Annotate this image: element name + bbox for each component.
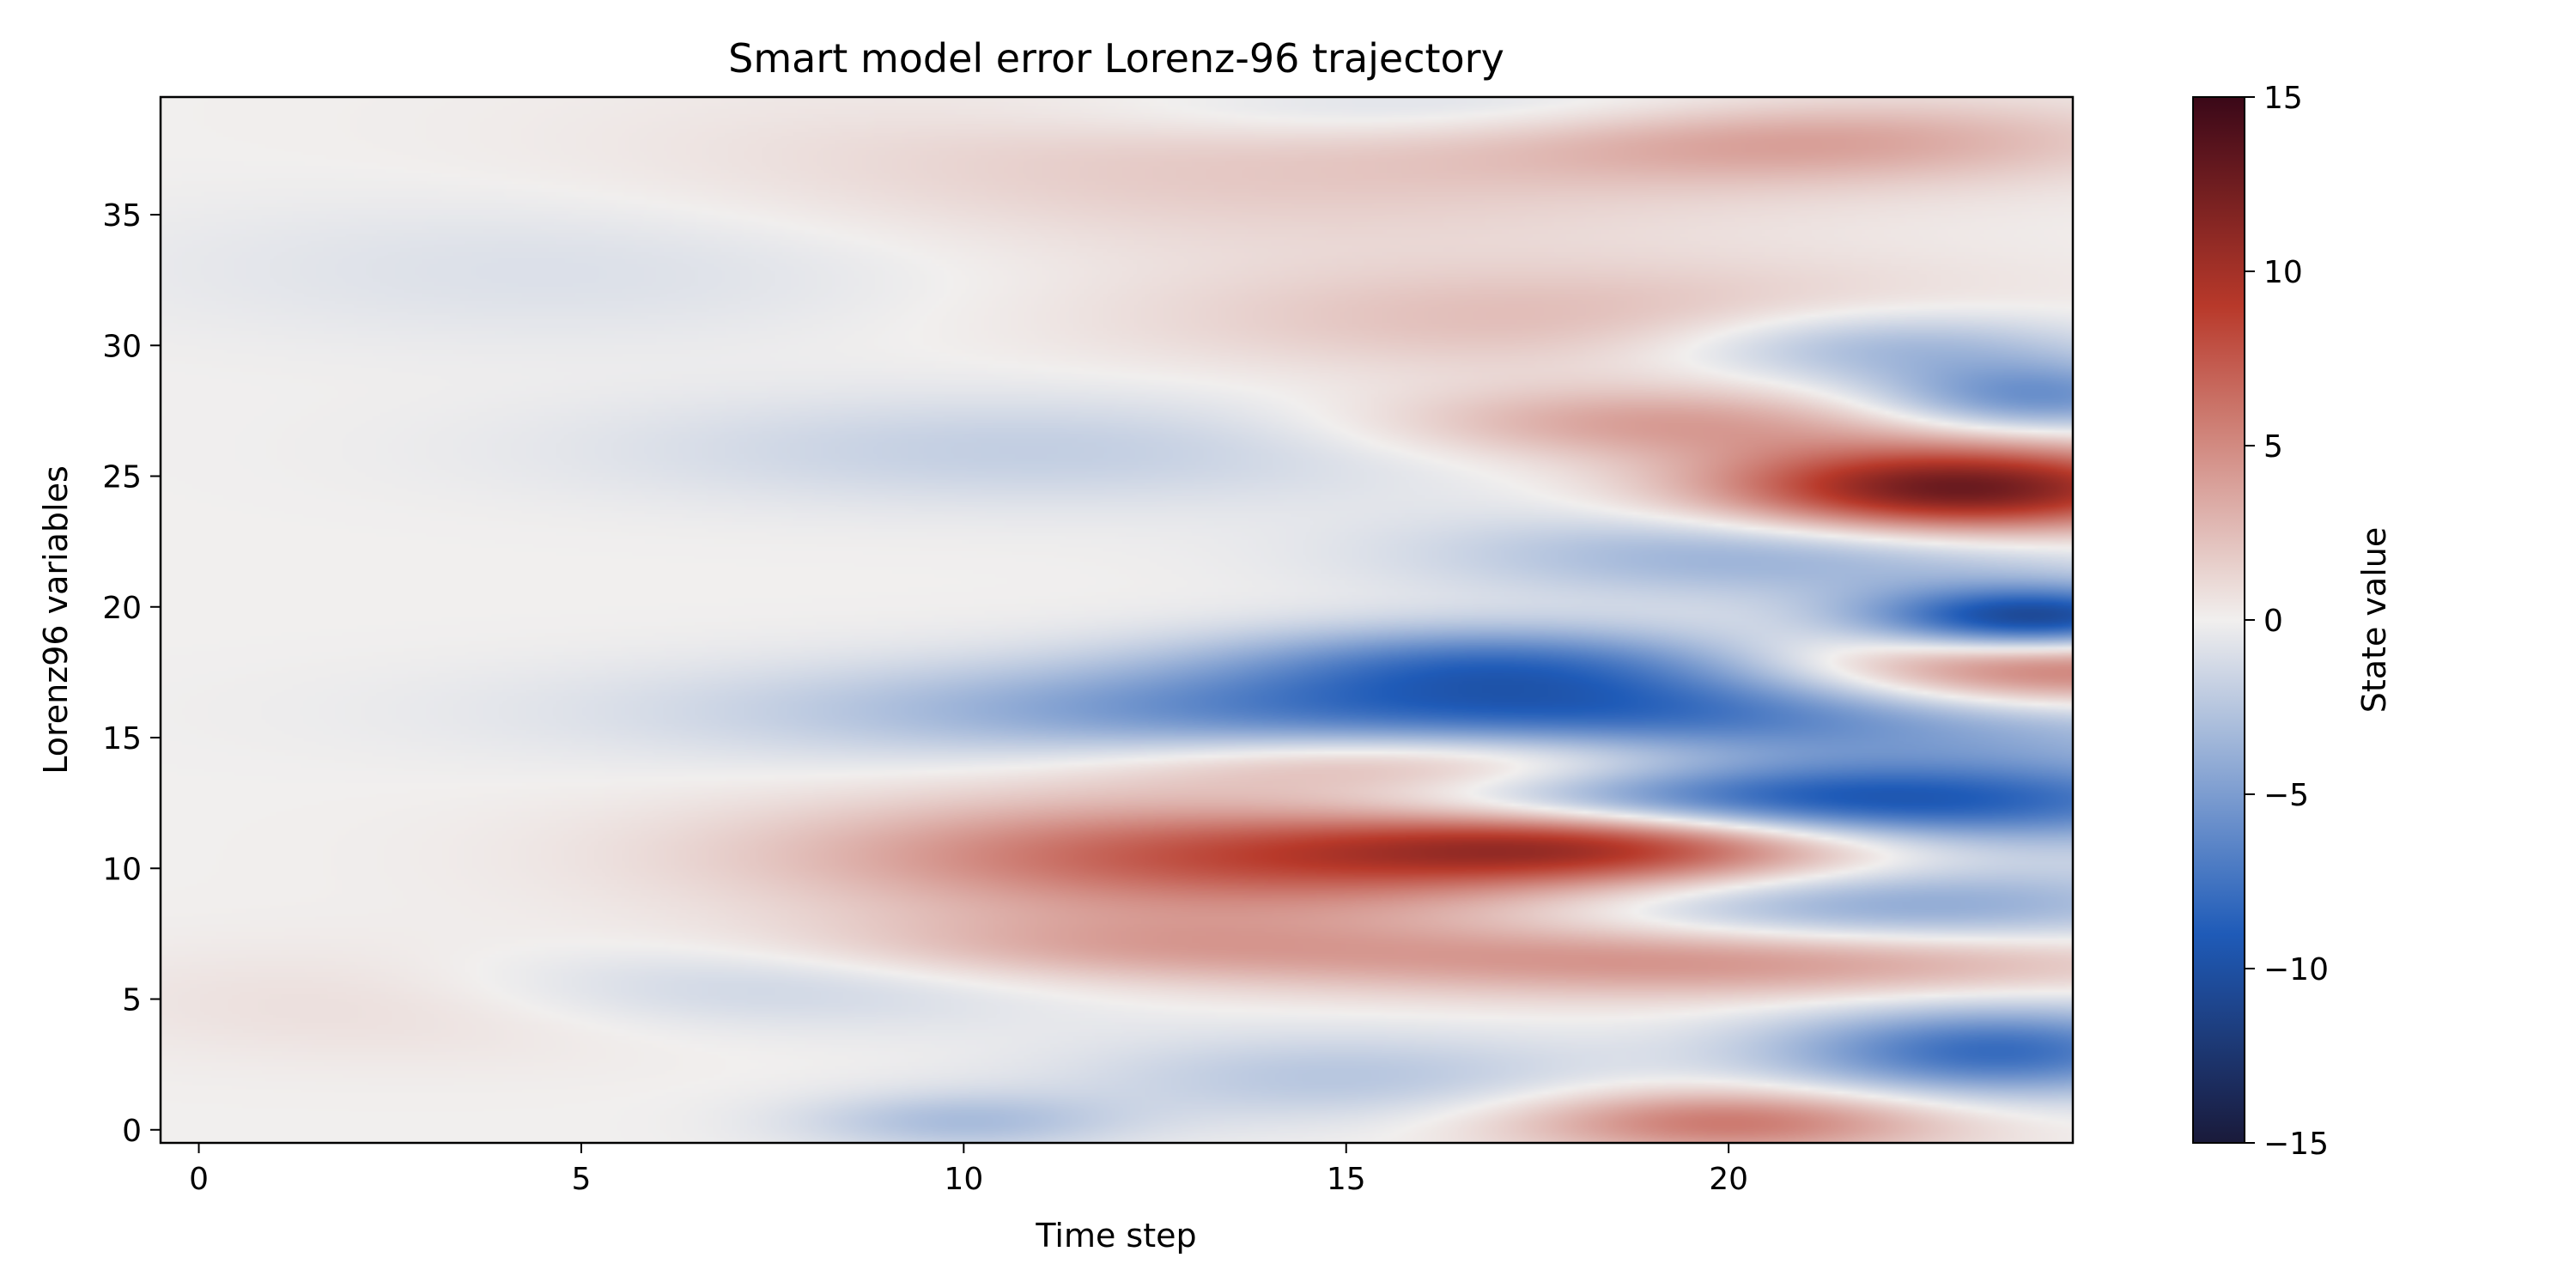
y-axis: 0 5 10 15 20 25 30 35: [102, 198, 161, 1149]
colorbar-tick-label: 0: [2263, 604, 2283, 639]
x-tick-label: 15: [1327, 1162, 1366, 1197]
colorbar-tick-label: −5: [2263, 778, 2309, 813]
y-tick-label: 35: [102, 198, 142, 234]
y-tick-label: 25: [102, 460, 142, 495]
heatmap-area: [161, 97, 2073, 1143]
y-tick-label: 10: [102, 852, 142, 887]
y-tick-label: 15: [102, 721, 142, 756]
x-axis-label: Time step: [1035, 1217, 1196, 1255]
colorbar-ticks: 15 10 5 0 −5 −10 −15: [2245, 81, 2329, 1162]
x-tick-label: 0: [189, 1162, 209, 1197]
y-tick-label: 0: [122, 1114, 142, 1149]
colorbar-tick-label: 15: [2263, 81, 2303, 116]
colorbar-tick-label: 10: [2263, 255, 2303, 290]
colorbar: [2192, 96, 2245, 1144]
y-tick-label: 5: [122, 983, 142, 1018]
colorbar-tick-label: −15: [2263, 1127, 2329, 1162]
x-tick-label: 20: [1709, 1162, 1748, 1197]
colorbar-tick-label: 5: [2263, 429, 2283, 465]
plot-frame: [159, 95, 2075, 1145]
y-axis-label: Lorenz96 variables: [37, 465, 75, 774]
colorbar-tick-label: −10: [2263, 952, 2329, 987]
y-tick-label: 20: [102, 591, 142, 626]
x-tick-label: 10: [944, 1162, 983, 1197]
colorbar-label: State value: [2355, 527, 2393, 713]
x-tick-label: 5: [571, 1162, 591, 1197]
y-tick-label: 30: [102, 329, 142, 364]
x-axis: 0 5 10 15 20: [189, 1143, 1748, 1197]
chart-title: Smart model error Lorenz-96 trajectory: [728, 35, 1504, 82]
